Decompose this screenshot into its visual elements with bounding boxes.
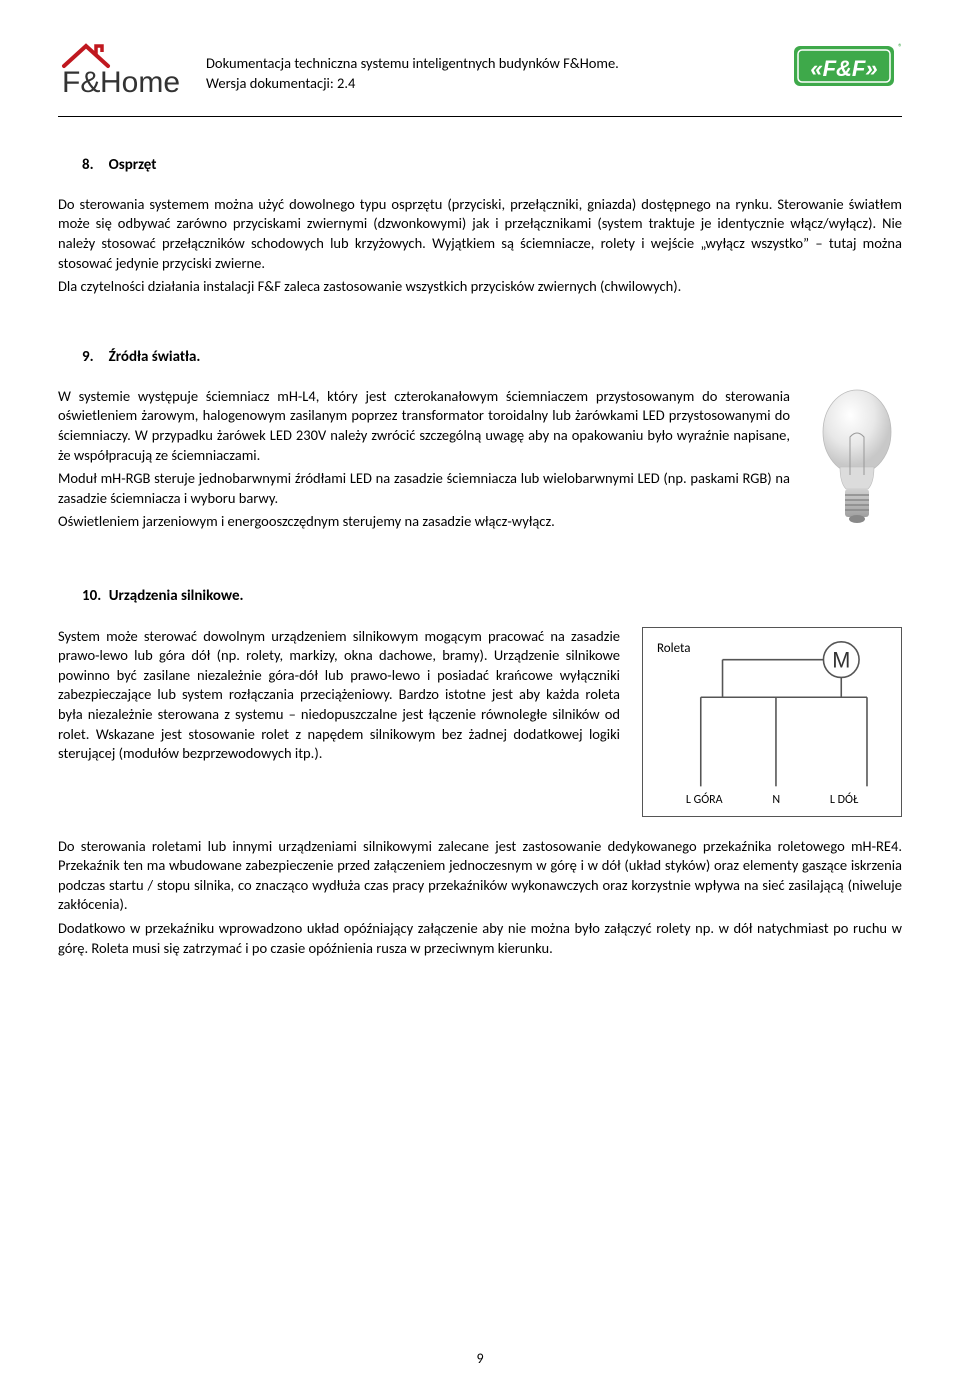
section10-p3: Dodatkowo w przekaźniku wprowadzono ukła… <box>58 919 902 958</box>
lightbulb-icon <box>812 387 902 543</box>
page-header: F& Home Dokumentacja techniczna systemu … <box>58 40 902 117</box>
diagram-lab-ldol: L DÓŁ <box>830 792 858 808</box>
heading-section-8: 8. Osprzęt <box>82 155 902 175</box>
header-line1: Dokumentacja techniczna systemu intelige… <box>206 54 619 72</box>
svg-text:Home: Home <box>100 66 180 99</box>
logo-ff: «F&F» ® <box>792 40 902 96</box>
svg-text:«F&F»: «F&F» <box>810 56 877 81</box>
section10-p2: Do sterowania roletami lub innymi urządz… <box>58 837 902 915</box>
motor-letter: M <box>832 647 850 672</box>
svg-text:®: ® <box>898 42 902 53</box>
heading-section-9: 9. Źródła światła. <box>82 347 902 367</box>
section9-p1: W systemie występuje ściemniacz mH-L4, k… <box>58 387 790 465</box>
header-line2: Wersja dokumentacji: 2.4 <box>206 74 355 92</box>
page-number: 9 <box>0 1350 960 1369</box>
header-title: Dokumentacja techniczna systemu intelige… <box>206 40 774 93</box>
section10-row: System może sterować dowolnym urządzenie… <box>58 627 902 817</box>
logo-fhome: F& Home <box>58 40 188 108</box>
diagram-lab-lgora: L GÓRA <box>686 792 723 808</box>
heading-section-10: 10. Urządzenia silnikowe. <box>82 586 902 606</box>
section9-row: W systemie występuje ściemniacz mH-L4, k… <box>58 387 902 543</box>
section9-p2: Moduł mH-RGB steruje jednobarwnymi źródł… <box>58 469 790 508</box>
section8-p2: Dla czytelności działania instalacji F&F… <box>58 277 902 297</box>
section9-p3: Oświetleniem jarzeniowym i energooszczęd… <box>58 512 790 532</box>
motor-wiring-diagram: Roleta M L GÓRA N L DÓŁ <box>642 627 902 817</box>
section8-p1: Do sterowania systemem można użyć dowoln… <box>58 195 902 273</box>
section10-p1: System może sterować dowolnym urządzenie… <box>58 627 620 764</box>
svg-text:F&: F& <box>62 66 100 99</box>
diagram-lab-n: N <box>772 792 780 808</box>
